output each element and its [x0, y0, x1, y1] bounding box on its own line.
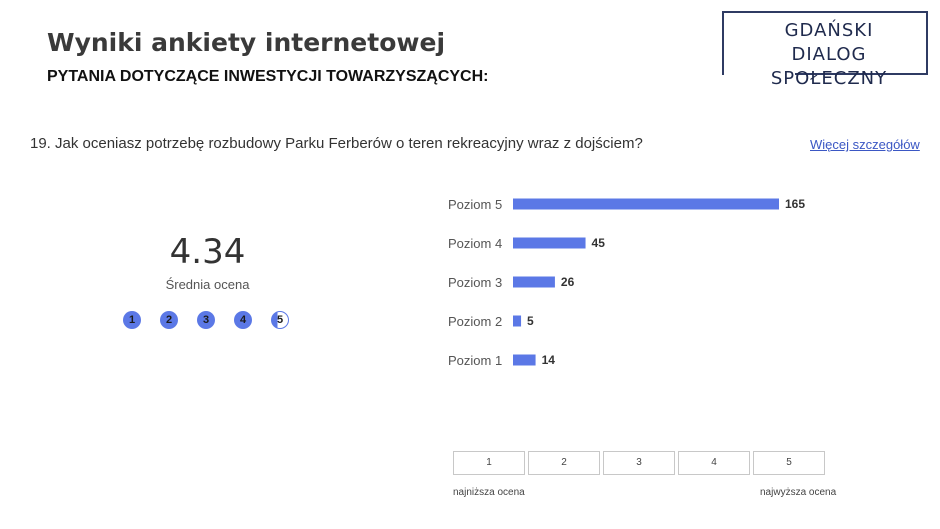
rating-dot-5: 5	[271, 311, 289, 329]
rating-distribution-chart: Poziom 5 165 Poziom 4 45 Poziom 3 26 Poziom 2 5…	[448, 197, 805, 368]
logo-line-2: SPOŁECZNY	[770, 68, 888, 89]
bar	[513, 237, 586, 249]
logo-line-1: GDAŃSKI DIALOG	[784, 20, 874, 65]
scale-option-1[interactable]: 1	[453, 451, 525, 475]
bar-value-label: 14	[542, 353, 556, 367]
bar-value-label: 5	[527, 314, 534, 328]
question-text: 19. Jak oceniasz potrzebę rozbudowy Park…	[30, 135, 643, 152]
scale-low-label: najniższa ocena	[453, 487, 525, 498]
more-details-link[interactable]: Więcej szczegółów	[810, 137, 920, 152]
bar-label: Poziom 2	[448, 314, 502, 329]
logo-text: GDAŃSKI DIALOG SPOŁECZNY	[744, 19, 914, 91]
bar-label: Poziom 1	[448, 353, 502, 368]
logo-frame	[722, 11, 928, 75]
scale-option-3[interactable]: 3	[603, 451, 675, 475]
bar-label: Poziom 3	[448, 275, 502, 290]
rating-dot-4: 4	[234, 311, 252, 329]
bar	[513, 276, 555, 288]
bar-value-label: 165	[785, 197, 805, 211]
scale-option-2[interactable]: 2	[528, 451, 600, 475]
bar-value-label: 45	[592, 236, 606, 250]
average-rating-value: 4.34	[169, 232, 246, 272]
rating-dot-3: 3	[197, 311, 215, 329]
bar-label: Poziom 5	[448, 197, 502, 212]
scale-option-5[interactable]: 5	[753, 451, 825, 475]
page-title: Wyniki ankiety internetowej	[47, 28, 446, 57]
scale-option-4[interactable]: 4	[678, 451, 750, 475]
rating-dot-2: 2	[160, 311, 178, 329]
bar-value-label: 26	[561, 275, 575, 289]
rating-dot-1: 1	[123, 311, 141, 329]
bar	[513, 198, 779, 210]
section-title: PYTANIA DOTYCZĄCE INWESTYCJI TOWARZYSZĄC…	[47, 68, 489, 85]
logo-frame-bottom	[795, 73, 928, 75]
average-rating-label: Średnia ocena	[165, 277, 250, 292]
bar-label: Poziom 4	[448, 236, 502, 251]
bar	[513, 354, 536, 366]
bar	[513, 315, 522, 327]
scale-high-label: najwyższa ocena	[760, 487, 837, 498]
